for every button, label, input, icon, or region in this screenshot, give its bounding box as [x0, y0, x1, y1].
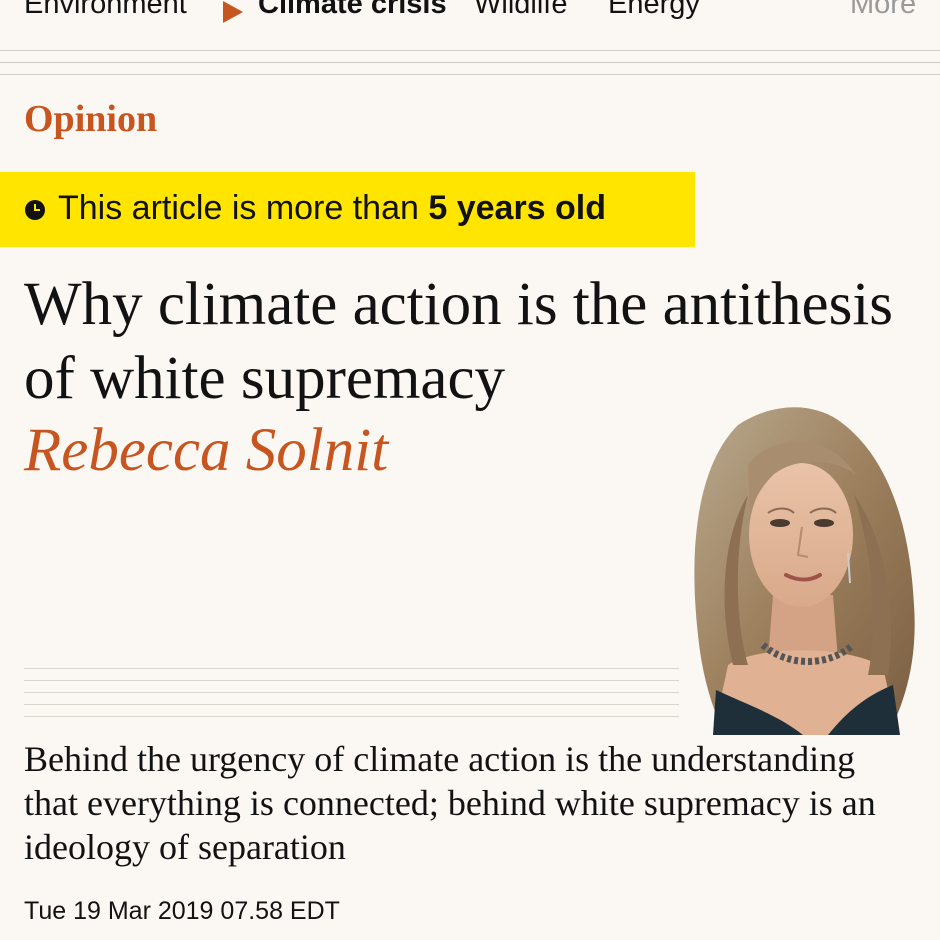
divider — [24, 704, 679, 705]
nav-item-climate-crisis[interactable]: Climate crisis — [258, 0, 447, 20]
clock-icon — [25, 200, 45, 220]
divider-lines — [24, 668, 679, 728]
divider — [24, 680, 679, 681]
article-headline: Why climate action is the antithesis of … — [24, 271, 894, 412]
nav-more-button[interactable]: More — [850, 0, 917, 20]
author-portrait — [678, 405, 920, 735]
article-dateline: Tue 19 Mar 2019 07.58 EDT — [24, 897, 340, 925]
divider — [24, 692, 679, 693]
author-byline[interactable]: Rebecca Solnit — [24, 417, 389, 484]
article-standfirst: Behind the urgency of climate action is … — [24, 739, 876, 867]
article-age-banner: This article is more than 5 years old — [0, 172, 695, 247]
age-banner-text: This article is more than 5 years old — [58, 189, 606, 228]
divider — [0, 74, 940, 75]
nav-item-wildlife[interactable]: Wildlife — [474, 0, 568, 20]
section-nav: Environment Climate crisis Wildlife Ener… — [0, 0, 940, 32]
divider — [24, 716, 679, 717]
nav-item-energy[interactable]: Energy — [608, 0, 700, 20]
divider — [24, 668, 679, 669]
age-banner-age: 5 years old — [428, 189, 607, 227]
divider — [0, 62, 940, 63]
age-banner-prefix: This article is more than — [58, 189, 429, 227]
triangle-right-icon — [223, 1, 243, 23]
section-label-opinion[interactable]: Opinion — [24, 98, 158, 140]
divider — [0, 50, 940, 51]
nav-item-environment[interactable]: Environment — [24, 0, 187, 20]
